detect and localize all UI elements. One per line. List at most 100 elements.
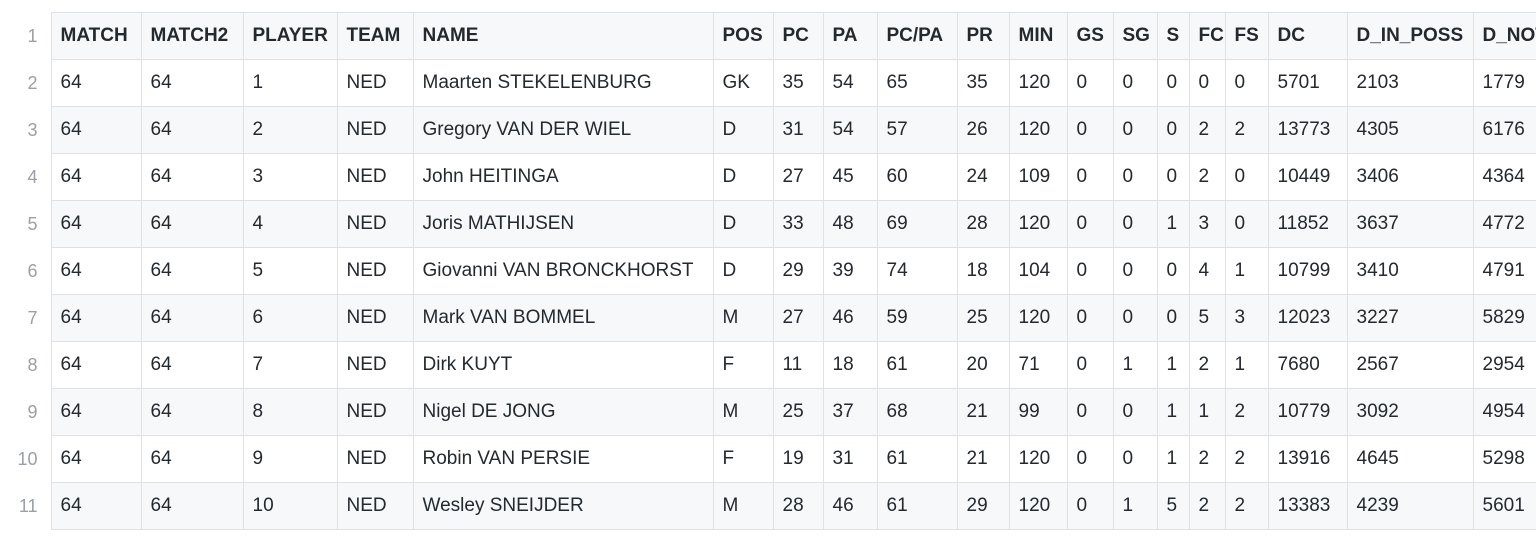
cell-pr: 24	[956, 153, 1010, 201]
cell-sg: 0	[1112, 388, 1158, 436]
table-row: 3 64 64 2 NED Gregory VAN DER WIEL D 31 54 57 26 12…	[0, 106, 1536, 154]
cell-s: 1	[1156, 388, 1190, 436]
column-header-d-in-poss: D_IN_POSS	[1346, 12, 1474, 60]
cell-pc: 11	[772, 341, 824, 389]
cell-sg: 0	[1112, 153, 1158, 201]
column-header-s: S	[1156, 12, 1190, 60]
cell-dc: 13773	[1267, 106, 1348, 154]
line-number[interactable]: 9	[0, 388, 52, 436]
cell-player: 7	[242, 341, 338, 389]
cell-player: 3	[242, 153, 338, 201]
cell-pa: 46	[822, 482, 878, 530]
cell-pc-pa: 57	[876, 106, 958, 154]
cell-player: 6	[242, 294, 338, 342]
cell-fc: 5	[1188, 294, 1226, 342]
cell-d-in-poss: 4645	[1346, 435, 1474, 483]
cell-match: 64	[50, 200, 142, 248]
cell-dc: 10799	[1267, 247, 1348, 295]
cell-fs: 2	[1224, 482, 1269, 530]
cell-match: 64	[50, 294, 142, 342]
table-row: 9 64 64 8 NED Nigel DE JONG M 25 37 68 21 99 0 0 1 1 2 10…	[0, 388, 1536, 436]
column-header-gs: GS	[1066, 12, 1114, 60]
table-body: 2 64 64 1 NED Maarten STEKELENBURG GK 35 54 65 35 1…	[0, 59, 1536, 530]
column-header-dc: DC	[1267, 12, 1348, 60]
cell-d-in-poss: 4239	[1346, 482, 1474, 530]
cell-fc: 0	[1188, 59, 1226, 107]
cell-s: 0	[1156, 106, 1190, 154]
cell-team: NED	[336, 153, 414, 201]
cell-player: 9	[242, 435, 338, 483]
line-number[interactable]: 10	[0, 435, 52, 483]
cell-gs: 0	[1066, 59, 1114, 107]
cell-match2: 64	[140, 59, 244, 107]
line-number[interactable]: 6	[0, 247, 52, 295]
cell-min: 120	[1008, 482, 1068, 530]
cell-d-in-poss: 3410	[1346, 247, 1474, 295]
column-header-d-not-in-poss: D_NOT_IN_POSS	[1472, 12, 1536, 60]
cell-pos: D	[712, 106, 774, 154]
cell-fc: 2	[1188, 482, 1226, 530]
cell-min: 99	[1008, 388, 1068, 436]
line-number[interactable]: 3	[0, 106, 52, 154]
cell-match: 64	[50, 59, 142, 107]
cell-min: 120	[1008, 106, 1068, 154]
cell-min: 120	[1008, 294, 1068, 342]
cell-pos: M	[712, 388, 774, 436]
cell-pr: 21	[956, 388, 1010, 436]
cell-player: 5	[242, 247, 338, 295]
cell-fs: 1	[1224, 247, 1269, 295]
line-number[interactable]: 8	[0, 341, 52, 389]
line-number[interactable]: 5	[0, 200, 52, 248]
csv-table-viewport[interactable]: 1 MATCH MATCH2 PLAYER TEAM NAME POS PC P…	[0, 12, 1536, 536]
cell-fs: 0	[1224, 200, 1269, 248]
cell-sg: 0	[1112, 200, 1158, 248]
cell-pos: D	[712, 153, 774, 201]
cell-sg: 1	[1112, 341, 1158, 389]
line-number[interactable]: 4	[0, 153, 52, 201]
cell-match: 64	[50, 482, 142, 530]
cell-gs: 0	[1066, 200, 1114, 248]
column-header-min: MIN	[1008, 12, 1068, 60]
cell-pc: 31	[772, 106, 824, 154]
cell-name: Gregory VAN DER WIEL	[412, 106, 714, 154]
cell-match2: 64	[140, 153, 244, 201]
line-number[interactable]: 11	[0, 482, 52, 530]
cell-team: NED	[336, 59, 414, 107]
csv-table: 1 MATCH MATCH2 PLAYER TEAM NAME POS PC P…	[0, 12, 1536, 530]
cell-pos: F	[712, 341, 774, 389]
cell-sg: 0	[1112, 247, 1158, 295]
cell-min: 120	[1008, 59, 1068, 107]
line-number[interactable]: 2	[0, 59, 52, 107]
cell-d-not-in-poss: 1779	[1472, 59, 1536, 107]
cell-team: NED	[336, 106, 414, 154]
cell-pos: M	[712, 482, 774, 530]
cell-s: 1	[1156, 341, 1190, 389]
cell-pa: 39	[822, 247, 878, 295]
cell-name: Maarten STEKELENBURG	[412, 59, 714, 107]
cell-fc: 4	[1188, 247, 1226, 295]
cell-team: NED	[336, 200, 414, 248]
cell-pc-pa: 59	[876, 294, 958, 342]
column-header-fs: FS	[1224, 12, 1269, 60]
cell-dc: 11852	[1267, 200, 1348, 248]
cell-pr: 35	[956, 59, 1010, 107]
cell-pr: 18	[956, 247, 1010, 295]
cell-d-in-poss: 3637	[1346, 200, 1474, 248]
column-header-player: PLAYER	[242, 12, 338, 60]
column-header-pa: PA	[822, 12, 878, 60]
line-number[interactable]: 7	[0, 294, 52, 342]
cell-pa: 48	[822, 200, 878, 248]
line-number[interactable]: 1	[0, 12, 52, 60]
cell-d-in-poss: 3227	[1346, 294, 1474, 342]
table-row: 4 64 64 3 NED John HEITINGA D 27 45 60 24 109 0 0 0 2 0 1…	[0, 153, 1536, 201]
cell-gs: 0	[1066, 247, 1114, 295]
cell-pc-pa: 61	[876, 435, 958, 483]
cell-s: 5	[1156, 482, 1190, 530]
table-row: 6 64 64 5 NED Giovanni VAN BRONCKHORST D 29 39 74…	[0, 247, 1536, 295]
cell-d-not-in-poss: 4364	[1472, 153, 1536, 201]
column-header-pc-pa: PC/PA	[876, 12, 958, 60]
column-header-pr: PR	[956, 12, 1010, 60]
cell-team: NED	[336, 247, 414, 295]
cell-gs: 0	[1066, 482, 1114, 530]
cell-match: 64	[50, 435, 142, 483]
